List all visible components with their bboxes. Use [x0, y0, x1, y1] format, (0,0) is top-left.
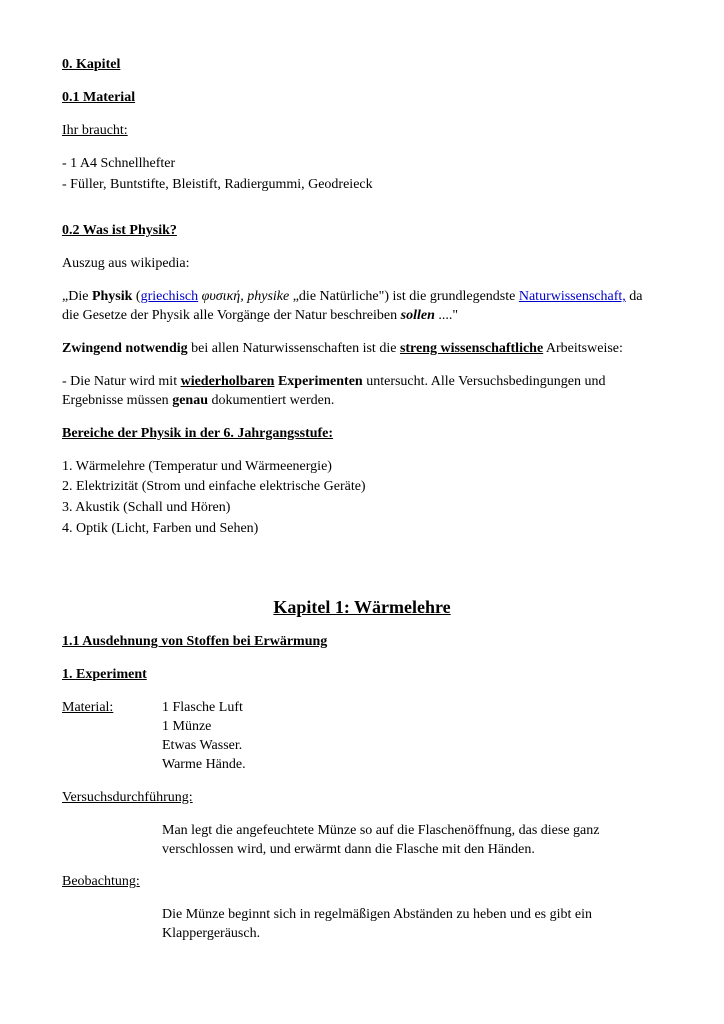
- need-item: - 1 A4 Schnellhefter: [62, 155, 662, 174]
- material-item: 1 Münze: [162, 718, 662, 737]
- section-0-1-title: 0.1 Material: [62, 89, 662, 108]
- bereich-item: 2. Elektrizität (Strom und einfache elek…: [62, 478, 662, 497]
- physik-definition: „Die Physik (griechisch φυσική, physike …: [62, 288, 662, 326]
- text-italic: φυσική, physike: [198, 289, 293, 304]
- text-bold: Physik: [92, 289, 132, 304]
- chapter-1-title: Kapitel 1: Wärmelehre: [62, 595, 662, 619]
- text: „die Natürliche") ist die grundlegendste: [293, 289, 519, 304]
- material-item: Warme Hände.: [162, 756, 662, 775]
- wikipedia-label: Auszug aus wikipedia:: [62, 255, 662, 274]
- section-0-2-title: 0.2 Was ist Physik?: [62, 222, 662, 241]
- bereiche-title: Bereiche der Physik in der 6. Jahrgangss…: [62, 425, 662, 444]
- text-bold-ul: streng wissenschaftliche: [400, 341, 543, 356]
- natur-paragraph: - Die Natur wird mit wiederholbaren Expe…: [62, 373, 662, 411]
- experiment-1-title: 1. Experiment: [62, 666, 662, 685]
- text: bei allen Naturwissenschaften ist die: [188, 341, 400, 356]
- materials-needed-label: Ihr braucht:: [62, 122, 662, 141]
- material-label: Material:: [62, 699, 162, 775]
- link-griechisch[interactable]: griechisch: [141, 289, 199, 304]
- beobachtung-label: Beobachtung:: [62, 873, 662, 892]
- text-bold: Zwingend notwendig: [62, 341, 188, 356]
- text: dokumentiert werden.: [208, 393, 334, 408]
- bereich-item: 4. Optik (Licht, Farben und Sehen): [62, 520, 662, 539]
- section-1-1-title: 1.1 Ausdehnung von Stoffen bei Erwärmung: [62, 633, 662, 652]
- bereich-item: 1. Wärmelehre (Temperatur und Wärmeenerg…: [62, 458, 662, 477]
- need-item: - Füller, Buntstifte, Bleistift, Radierg…: [62, 176, 662, 195]
- text: Arbeitsweise:: [543, 341, 623, 356]
- chapter-0-title: 0. Kapitel: [62, 56, 662, 75]
- text-bold: genau: [172, 393, 208, 408]
- zwingend-paragraph: Zwingend notwendig bei allen Naturwissen…: [62, 340, 662, 359]
- text: ....": [435, 308, 458, 323]
- text: - Die Natur wird mit: [62, 374, 181, 389]
- durchfuehrung-text: Man legt die angefeuchtete Münze so auf …: [62, 822, 662, 860]
- link-naturwissenschaft[interactable]: Naturwissenschaft,: [519, 289, 626, 304]
- text: (: [132, 289, 140, 304]
- text-bold-italic: sollen: [401, 308, 435, 323]
- document-page: 0. Kapitel 0.1 Material Ihr braucht: - 1…: [0, 0, 724, 1024]
- text-bold: Experimenten: [274, 374, 362, 389]
- material-item: Etwas Wasser.: [162, 737, 662, 756]
- material-item: 1 Flasche Luft: [162, 699, 662, 718]
- bereich-item: 3. Akustik (Schall und Hören): [62, 499, 662, 518]
- text: „Die: [62, 289, 92, 304]
- durchfuehrung-label: Versuchsdurchführung:: [62, 789, 662, 808]
- material-row: Material: 1 Flasche Luft 1 Münze Etwas W…: [62, 699, 662, 775]
- beobachtung-text: Die Münze beginnt sich in regelmäßigen A…: [62, 906, 662, 944]
- text-bold-ul: wiederholbaren: [181, 374, 275, 389]
- material-list: 1 Flasche Luft 1 Münze Etwas Wasser. War…: [162, 699, 662, 775]
